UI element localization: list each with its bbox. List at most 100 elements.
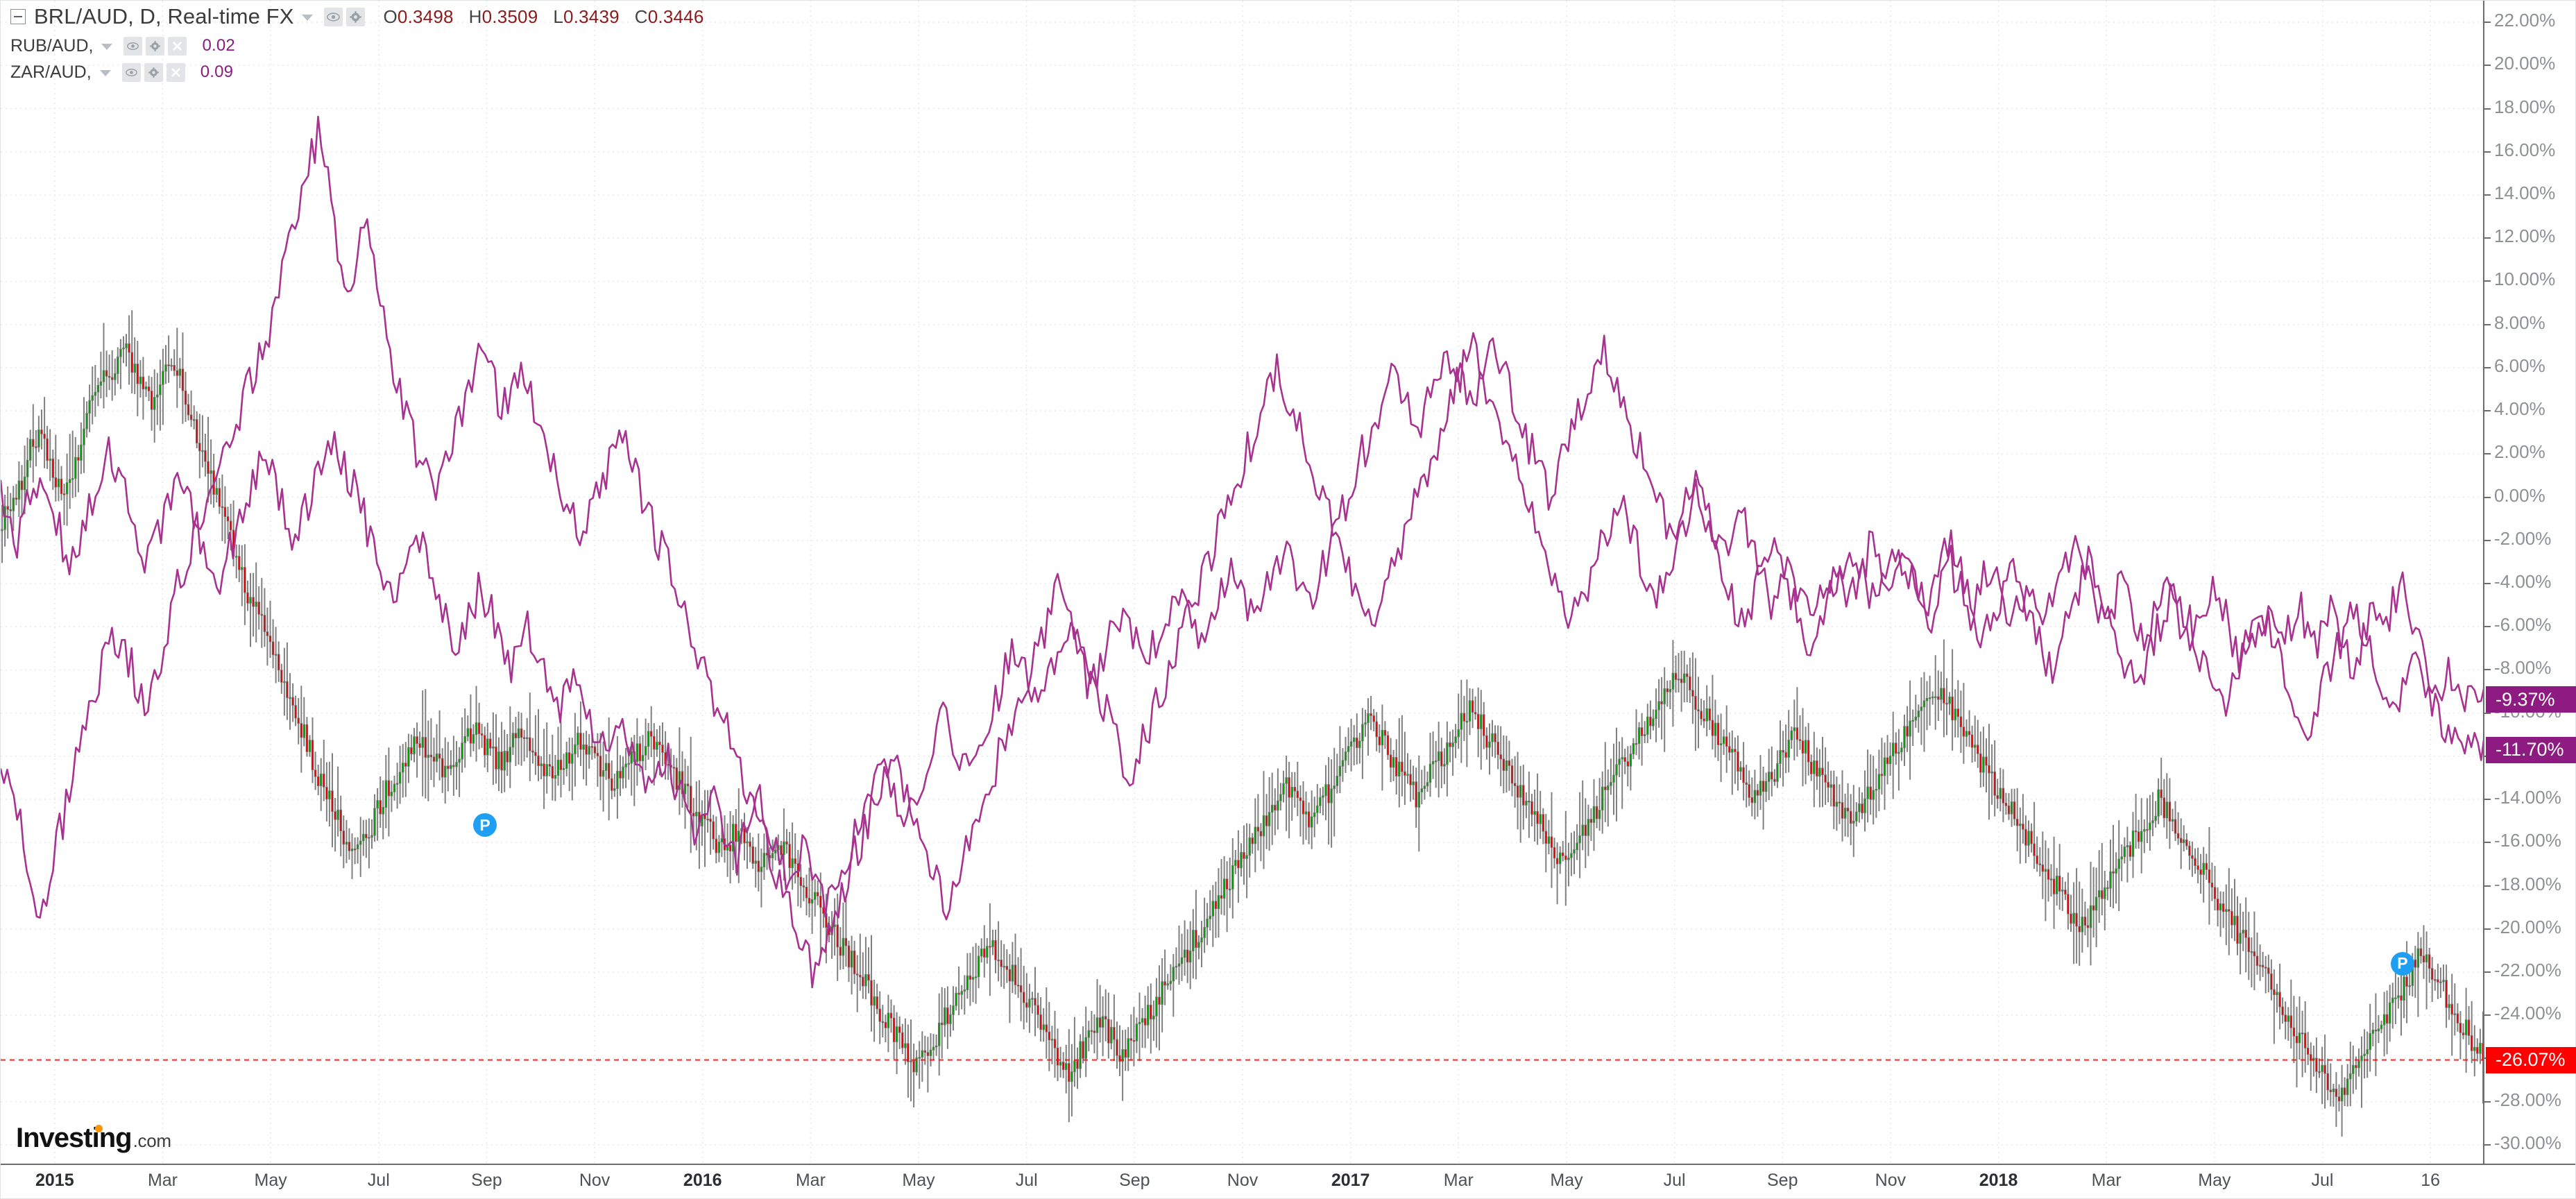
y-tick-label: -16.00% (2494, 830, 2561, 851)
chart-marker-p[interactable]: P (473, 813, 497, 837)
y-tick-label: 16.00% (2494, 139, 2556, 160)
x-axis-tick-label: 2018 (1979, 1171, 2018, 1190)
y-tick-label: 4.00% (2494, 398, 2545, 420)
overlay-value-0: 0.02 (202, 36, 235, 55)
y-axis[interactable]: 22.00% 20.00% 18.00% 16.00% 14.00% 12.00% 10.0… (2483, 1, 2576, 1165)
y-tick-label: 22.00% (2494, 10, 2556, 31)
y-tick-mark (2484, 539, 2491, 541)
chart-canvas (1, 1, 2483, 1165)
x-axis-tick-label: May (254, 1171, 287, 1190)
x-axis-tick-label: Jul (1663, 1171, 1686, 1190)
y-tick-mark (2484, 971, 2491, 973)
gear-icon[interactable] (346, 7, 366, 26)
ohlc-open-value: 0.3498 (397, 6, 454, 27)
y-tick-mark (2484, 280, 2491, 282)
y-tick-mark (2484, 1143, 2491, 1146)
price-tag: -9.37% (2486, 686, 2576, 713)
ohlc-low-value: 0.3439 (563, 6, 620, 27)
overlay-name-1[interactable]: ZAR/AUD, (10, 62, 92, 82)
chevron-down-icon[interactable] (101, 44, 113, 50)
y-tick-mark (2484, 1014, 2491, 1017)
x-axis-tick-label: 2015 (35, 1171, 74, 1190)
y-tick-label: 6.00% (2494, 355, 2545, 376)
x-axis-tick-label: Nov (1227, 1171, 1259, 1190)
chart-marker-p[interactable]: P (2390, 951, 2414, 976)
grid-lines (1, 1, 2483, 1165)
y-tick-mark (2484, 842, 2491, 844)
y-tick-label: -4.00% (2494, 571, 2552, 592)
y-tick-mark (2484, 366, 2491, 368)
gear-icon[interactable] (144, 62, 163, 82)
x-axis-tick-label: 2016 (683, 1171, 722, 1190)
eye-icon[interactable] (123, 36, 143, 56)
x-axis-tick-label: Mar (2091, 1171, 2122, 1190)
watermark-suffix: .com (133, 1130, 171, 1151)
y-tick-mark (2484, 928, 2491, 930)
watermark-dot (95, 1125, 103, 1132)
price-tag: -11.70% (2486, 736, 2576, 763)
y-tick-label: -14.00% (2494, 787, 2561, 808)
chevron-down-icon[interactable] (99, 70, 111, 76)
y-tick-mark (2484, 885, 2491, 887)
y-tick-label: -24.00% (2494, 1003, 2561, 1024)
y-tick-mark (2484, 194, 2491, 196)
x-axis-tick-label: Nov (579, 1171, 611, 1190)
y-tick-label: 14.00% (2494, 182, 2556, 203)
ohlc-low-label: L (553, 6, 564, 27)
y-tick-label: 12.00% (2494, 226, 2556, 247)
legend-row-overlay-0[interactable]: RUB/AUD, 0.02 (1, 33, 972, 59)
x-axis-tick-label: May (2198, 1171, 2231, 1190)
close-x-icon[interactable] (166, 62, 185, 82)
legend-row-main[interactable]: BRL/AUD, D, Real-time FX O0.3498 H0.3509 L… (1, 1, 972, 33)
gear-icon[interactable] (146, 36, 165, 56)
y-tick-label: 0.00% (2494, 484, 2545, 506)
overlay-name-0[interactable]: RUB/AUD, (10, 35, 94, 56)
y-tick-label: -22.00% (2494, 960, 2561, 980)
y-tick-label: 10.00% (2494, 269, 2556, 290)
y-tick-mark (2484, 453, 2491, 455)
x-axis-tick-label: Sep (1767, 1171, 1798, 1190)
ohlc-high-value: 0.3509 (481, 6, 538, 27)
y-tick-mark (2484, 22, 2491, 24)
eye-icon[interactable] (121, 62, 141, 82)
y-tick-mark (2484, 669, 2491, 671)
legend-panel: BRL/AUD, D, Real-time FX O0.3498 H0.3509 L… (1, 1, 972, 85)
y-tick-mark (2484, 151, 2491, 153)
y-tick-label: 18.00% (2494, 96, 2556, 117)
legend-row-overlay-1[interactable]: ZAR/AUD, 0.09 (1, 59, 972, 85)
eye-icon[interactable] (324, 7, 343, 26)
x-axis-tick-label: Mar (147, 1171, 178, 1190)
y-tick-label: -20.00% (2494, 916, 2561, 937)
x-axis-tick-label: May (902, 1171, 935, 1190)
y-tick-mark (2484, 237, 2491, 239)
y-tick-mark (2484, 108, 2491, 110)
x-axis-tick-label: 16 (2421, 1171, 2441, 1190)
y-tick-label: -18.00% (2494, 873, 2561, 894)
y-tick-label: -30.00% (2494, 1132, 2561, 1153)
collapse-minus-icon[interactable] (10, 9, 26, 24)
x-axis[interactable]: 2015 Mar May Jul Sep Nov 2016 Mar May Jul Sep Nov 20… (1, 1164, 2575, 1198)
ohlc-close-value: 0.3446 (647, 6, 704, 27)
x-axis-tick-label: Mar (795, 1171, 826, 1190)
x-axis-tick-label: Nov (1875, 1171, 1907, 1190)
y-tick-mark (2484, 65, 2491, 67)
price-tag: -26.07% (2486, 1046, 2576, 1073)
ohlc-close-label: C (634, 6, 648, 27)
chevron-down-icon[interactable] (302, 15, 314, 21)
x-axis-tick-label: Sep (471, 1171, 502, 1190)
x-axis-tick-label: May (1550, 1171, 1583, 1190)
close-x-icon[interactable] (168, 36, 187, 56)
x-axis-tick-label: Mar (1443, 1171, 1474, 1190)
symbol-title[interactable]: BRL/AUD, D, Real-time FX (34, 4, 294, 28)
x-axis-tick-label: 2017 (1331, 1171, 1370, 1190)
y-tick-label: -8.00% (2494, 657, 2552, 679)
x-axis-tick-label: Sep (1119, 1171, 1150, 1190)
y-tick-mark (2484, 410, 2491, 412)
y-tick-mark (2484, 496, 2491, 498)
y-tick-label: -28.00% (2494, 1089, 2561, 1110)
investing-watermark: Investing .com (16, 1123, 171, 1154)
x-axis-tick-label: Jul (2311, 1171, 2334, 1190)
y-tick-label: 8.00% (2494, 312, 2545, 333)
